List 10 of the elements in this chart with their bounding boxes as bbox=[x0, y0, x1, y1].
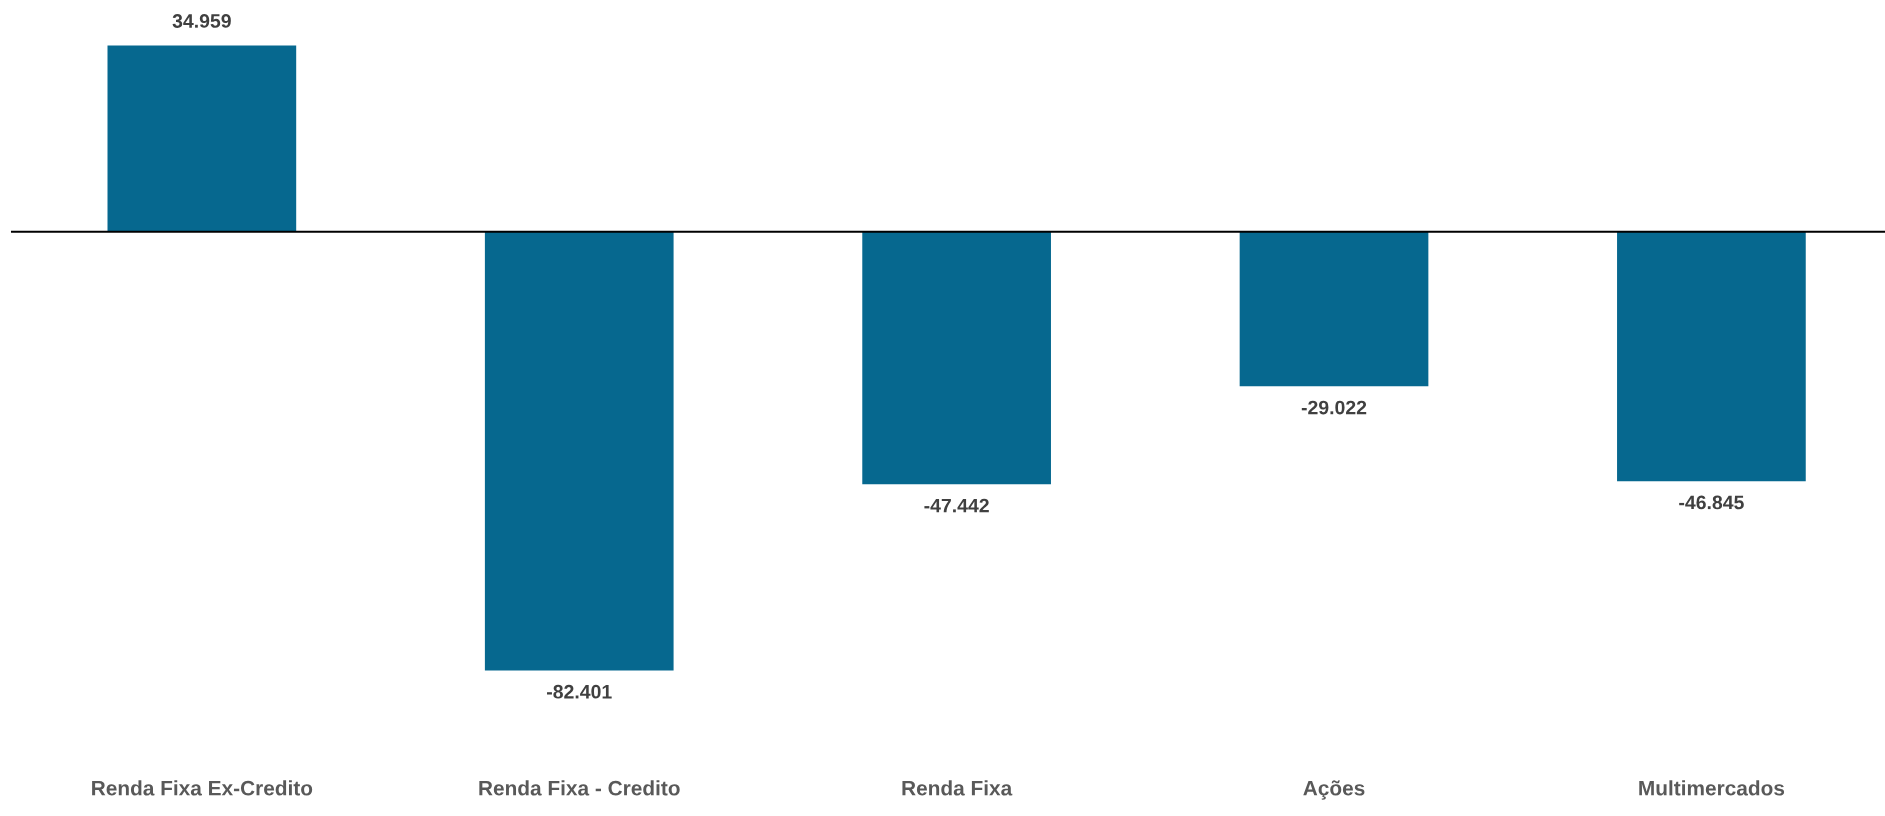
x-tick-label: Renda Fixa - Credito bbox=[479, 780, 680, 796]
x-tick-label: Multimercados bbox=[1639, 780, 1785, 796]
x-tick-label: Ações bbox=[1303, 780, 1365, 800]
data-label: -29.022 bbox=[1301, 400, 1367, 415]
x-tick-label: Renda Fixa bbox=[902, 780, 1013, 796]
x-tick-label: Renda Fixa Ex-Credito bbox=[92, 780, 313, 796]
data-label: 34.959 bbox=[172, 14, 231, 28]
data-label: -46.845 bbox=[1679, 495, 1744, 510]
data-label: -82.401 bbox=[547, 684, 612, 699]
data-label: -47.442 bbox=[924, 498, 989, 513]
